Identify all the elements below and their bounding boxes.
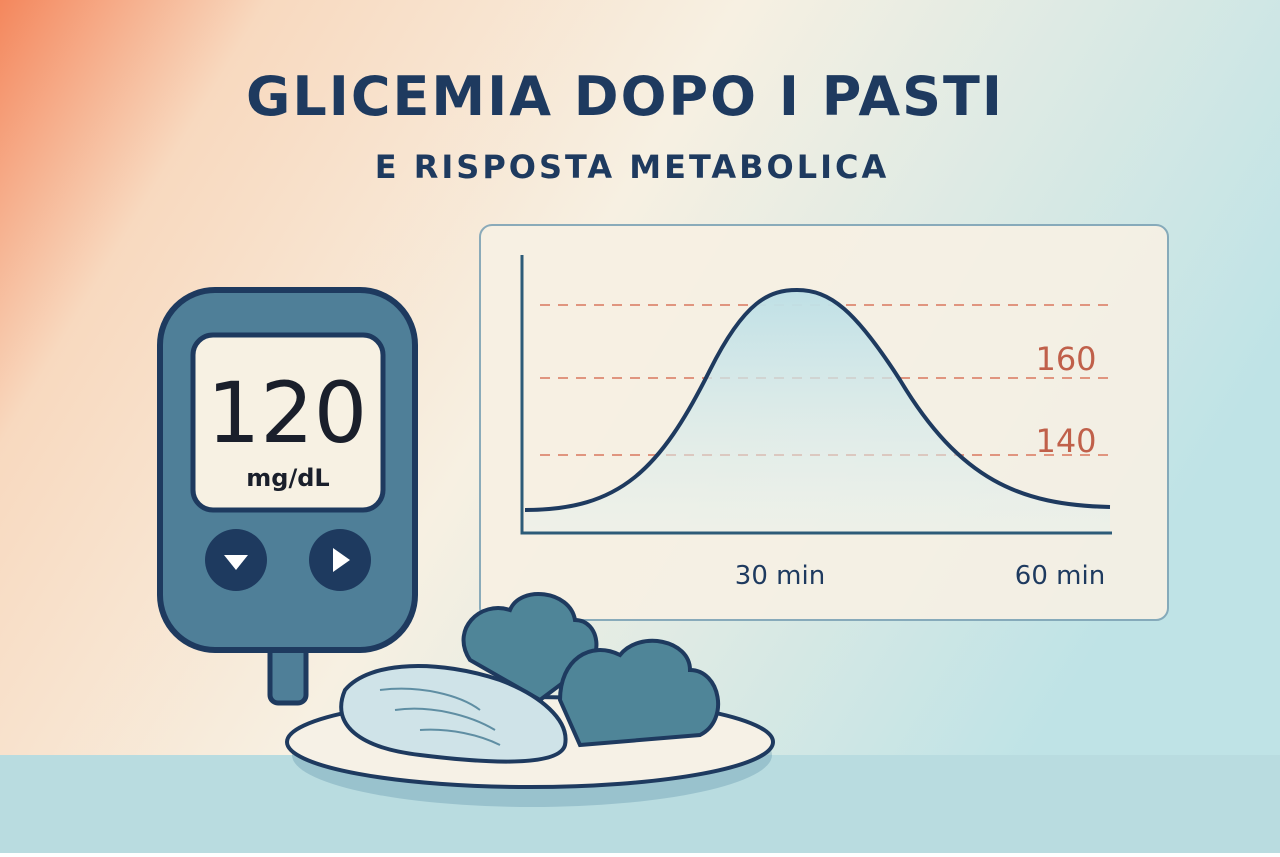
curve-area [525,290,1110,533]
threshold-lines [540,304,1110,456]
button-icon [224,555,248,570]
time-label: 30 min [735,561,825,591]
meter-unit: mg/dL [246,464,329,492]
title: GLICEMIA DOPO I PASTI [246,65,1004,128]
meter-reading: 120 [207,364,367,462]
subtitle: E RISPOSTA METABOLICA [375,148,890,186]
level-label: 140 [1035,422,1096,460]
axes [520,255,1112,535]
level-label: 160 [1035,340,1096,378]
meter-screen [190,332,386,513]
glucose-curve [524,287,1111,512]
greens [461,592,720,748]
time-label: 60 min [1015,561,1105,591]
chicken-lines [379,687,501,746]
button-icon [333,548,350,572]
